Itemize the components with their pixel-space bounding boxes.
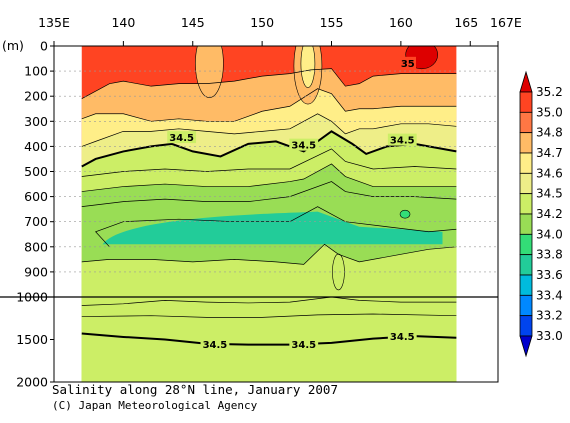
colorbar-label: 33.6 — [536, 268, 563, 282]
band-deep — [81, 315, 457, 382]
colorbar-bottom-arrow — [519, 335, 533, 358]
colorbar-label: 34.6 — [536, 166, 563, 180]
salinity-patch — [300, 46, 316, 88]
contour-34.7 — [81, 113, 457, 147]
contour-34.4 — [81, 148, 457, 177]
y-tick-label: 500 — [24, 164, 48, 179]
y-tick-label: 300 — [24, 114, 48, 129]
y-tick-label: 2000 — [16, 375, 48, 390]
contour-34.8 — [81, 88, 457, 122]
colorbar-segment — [519, 254, 533, 276]
contour-label: 35 — [401, 59, 415, 70]
contour-label: 34.5 — [390, 332, 415, 343]
colorbar-label: 33.2 — [536, 309, 563, 323]
contour-35 — [81, 68, 457, 100]
x-tick-label: 140 — [111, 15, 135, 30]
contour-34 — [81, 243, 457, 265]
contour-label-bg — [200, 338, 230, 351]
contour-label-bg — [387, 133, 417, 146]
contour-label: 34.5 — [203, 340, 228, 351]
contour-label: 34.5 — [291, 141, 316, 152]
colorbar-segment — [519, 294, 533, 317]
x-tick-label: 165 — [454, 15, 478, 30]
contour-34.4 — [81, 296, 457, 306]
y-tick-label: 1000 — [16, 290, 48, 305]
colorbar-segment — [519, 152, 533, 174]
contour-34.45 — [81, 313, 457, 318]
colorbar-label: 33.0 — [536, 329, 563, 343]
contour-label-bg — [399, 56, 417, 69]
y-tick-label: 800 — [24, 239, 48, 254]
y-tick-label: 100 — [24, 64, 48, 79]
contour-label: 34.5 — [291, 340, 316, 351]
colorbar-segment — [519, 111, 533, 134]
x-tick-label: 145 — [181, 15, 205, 30]
colorbar: 33.0 33.2 33.4 33.6 33.8 34.0 34.2 34.5 34.6 34.7… — [519, 70, 563, 358]
colorbar-label: 35.0 — [536, 105, 563, 119]
contour-label: 34.5 — [390, 136, 415, 147]
y-tick-label: 600 — [24, 189, 48, 204]
colorbar-label: 34.0 — [536, 227, 563, 241]
colorbar-segment — [519, 193, 533, 215]
y-tick-label: 200 — [24, 89, 48, 104]
contour-label-bg — [387, 330, 417, 343]
contour-label-bg — [289, 138, 319, 151]
y-tick-label: 0 — [40, 39, 48, 54]
colorbar-label: 34.8 — [536, 126, 563, 140]
y-tick-label: 400 — [24, 139, 48, 154]
x-tick-label: 135E — [38, 15, 70, 30]
colorbar-label: 35.2 — [536, 85, 563, 99]
contour-34.3 — [81, 163, 457, 192]
axis-ticks: 135E 140 145 150 155 160 165 167E 0 100 200 300 400 5… — [2, 15, 522, 390]
colorbar-segment — [519, 172, 533, 195]
chart-credit: (C) Japan Meteorological Agency — [52, 399, 258, 412]
plot-border — [53, 45, 499, 383]
x-tick-label: 160 — [389, 15, 413, 30]
y-tick-label: 900 — [24, 264, 48, 279]
colorbar-segment — [519, 213, 533, 235]
x-tick-label: 150 — [250, 15, 274, 30]
contour-label-bg — [167, 131, 197, 144]
salinity-color-bands — [54, 46, 498, 382]
salinity-patch — [399, 209, 411, 219]
colorbar-label: 33.8 — [536, 248, 563, 262]
y-unit-label: (m) — [2, 38, 24, 53]
y-tick-label: 700 — [24, 214, 48, 229]
colorbar-segment — [519, 91, 533, 113]
colorbar-label: 34.5 — [536, 187, 563, 201]
colorbar-label: 34.7 — [536, 146, 563, 160]
y-tick-label: 1500 — [16, 332, 48, 347]
plot-frame — [0, 45, 499, 383]
chart-title: Salinity along 28°N line, January 2007 — [52, 382, 338, 397]
contour-label: 34.5 — [169, 133, 194, 144]
x-tick-label: 155 — [320, 15, 344, 30]
x-tick-label: 167E — [490, 15, 522, 30]
contour-label-bg — [289, 338, 319, 351]
colorbar-top-arrow — [519, 70, 533, 93]
contour-labels: 34.5 34.5 34.5 35 34.5 34.5 34.5 — [167, 56, 417, 351]
colorbar-label: 33.4 — [536, 288, 563, 302]
colorbar-segment — [519, 315, 533, 337]
colorbar-segment — [519, 132, 533, 154]
colorbar-segment — [519, 274, 533, 296]
colorbar-label: 34.2 — [536, 207, 563, 221]
colorbar-segment — [519, 233, 533, 256]
salinity-patch — [195, 46, 224, 98]
